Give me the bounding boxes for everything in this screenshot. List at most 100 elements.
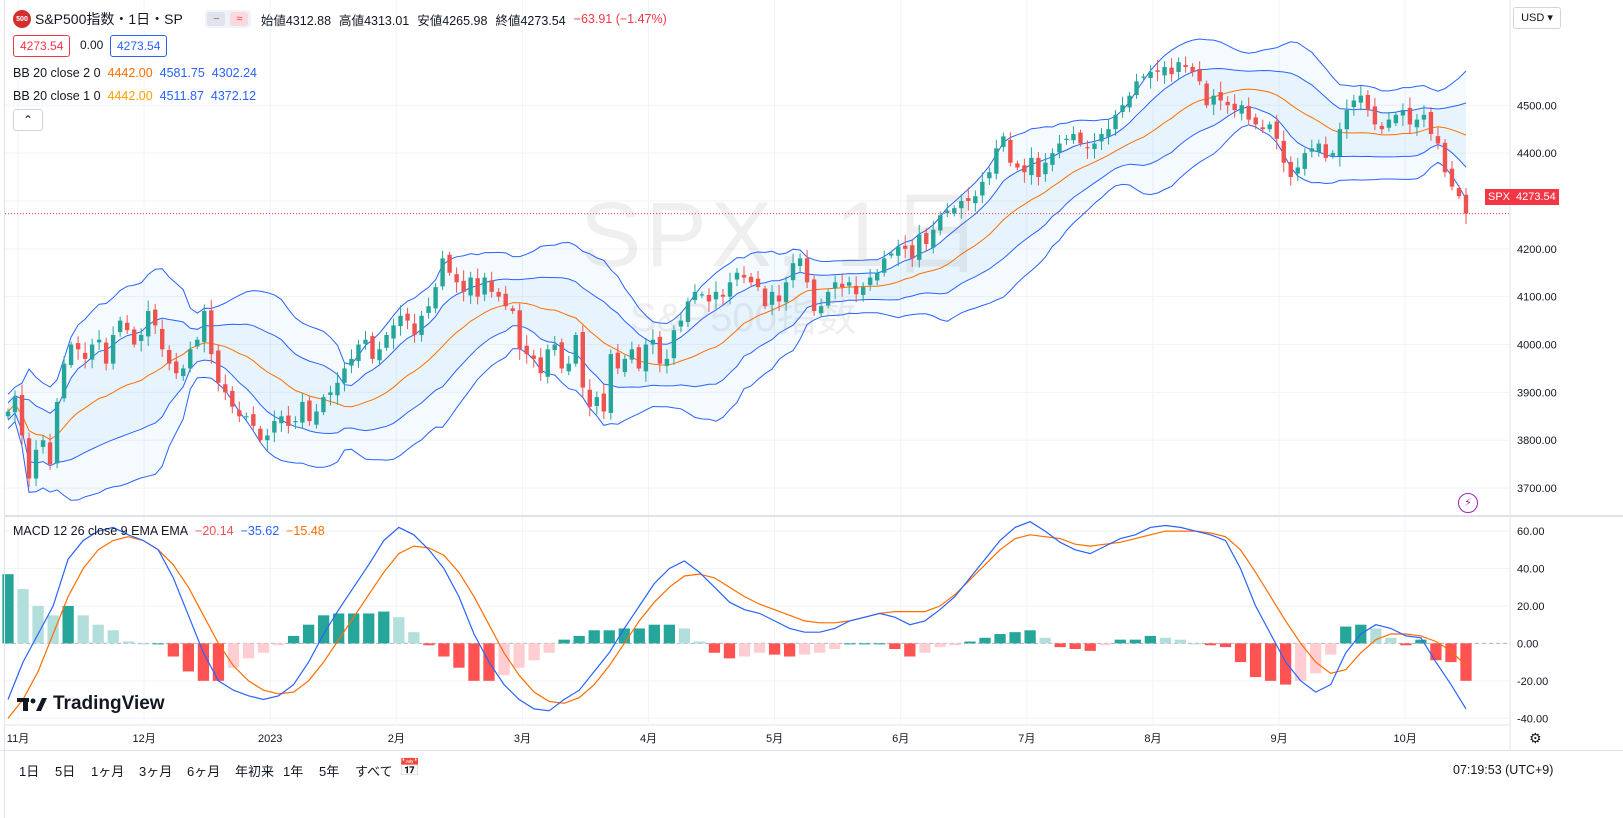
chart-style-toggle[interactable]: − ≈ xyxy=(204,10,251,28)
candle-body xyxy=(1015,163,1020,168)
candle-body xyxy=(874,272,880,281)
candle-body xyxy=(896,246,901,256)
bb-basis-line xyxy=(7,88,1467,441)
candle-body xyxy=(307,400,312,422)
date-range-icon[interactable]: 📅 xyxy=(399,758,421,777)
candle-body xyxy=(1057,143,1062,153)
macd-histogram-bar xyxy=(904,643,916,657)
macd-histogram-bar xyxy=(227,643,240,668)
candle-body xyxy=(251,414,256,426)
sell-price-button[interactable]: 4273.54 xyxy=(13,35,71,57)
candle-body xyxy=(545,349,550,377)
period-button[interactable]: 6ヶ月 xyxy=(187,764,221,779)
candle-body xyxy=(279,416,284,424)
candle-body xyxy=(846,282,852,286)
price-tick-label: 4400.00 xyxy=(1517,148,1557,160)
clock[interactable]: 07:19:53 (UTC+9) xyxy=(1453,763,1554,777)
macd-histogram-bar xyxy=(1039,637,1051,644)
candle-body xyxy=(321,397,326,413)
candle-body xyxy=(1302,153,1307,169)
candle-body xyxy=(131,329,137,345)
bb1-legend[interactable]: BB 20 close 1 0 4442.00 4511.87 4372.12 xyxy=(13,89,256,103)
macd-histogram-bar xyxy=(92,624,104,644)
ohlc-open: 始値4312.88 xyxy=(261,10,331,29)
macd-signal-value: −15.48 xyxy=(286,524,325,538)
candle-body xyxy=(622,358,628,373)
candle-body xyxy=(524,345,529,355)
bb2-legend[interactable]: BB 20 close 2 0 4442.00 4581.75 4302.24 xyxy=(13,66,257,80)
tradingview-logo[interactable]: TradingView xyxy=(17,693,165,715)
buy-price-button[interactable]: 4273.54 xyxy=(110,35,168,57)
price-tick-label: 3700.00 xyxy=(1517,483,1557,495)
candle-body xyxy=(503,293,508,307)
candle-body xyxy=(1260,127,1265,130)
candle-body xyxy=(244,416,249,418)
symbol-logo-icon[interactable]: 500 xyxy=(13,10,31,28)
candle-body xyxy=(12,397,18,413)
macd-histogram-bar xyxy=(32,605,44,644)
candle-body xyxy=(980,181,985,196)
candle-body xyxy=(496,291,501,297)
macd-histogram-bar xyxy=(1430,643,1442,661)
wave-icon[interactable]: ≈ xyxy=(230,12,249,26)
minus-icon[interactable]: − xyxy=(207,12,226,26)
macd-histogram-bar xyxy=(693,641,706,644)
period-button[interactable]: 年初来 xyxy=(235,764,275,779)
currency-selector[interactable]: USD ▾ xyxy=(1513,7,1561,29)
period-button[interactable]: 5年 xyxy=(319,764,340,779)
close-label: 終値 xyxy=(495,13,521,28)
macd-histogram-bar xyxy=(1310,643,1322,674)
candle-body xyxy=(903,245,908,249)
lightning-icon[interactable]: ⚡ xyxy=(1458,493,1478,513)
candle-body xyxy=(1106,129,1111,137)
bb2-upper-line xyxy=(7,38,1467,395)
candle-body xyxy=(195,339,200,347)
candle-body xyxy=(643,344,649,372)
watermark-symbol: SPX, 1日 xyxy=(580,184,987,286)
period-button[interactable]: 1ヶ月 xyxy=(91,764,125,779)
period-button[interactable]: 3ヶ月 xyxy=(139,764,173,779)
settings-icon[interactable]: ⚙ xyxy=(1529,730,1542,746)
candle-body xyxy=(531,355,536,359)
time-tick-label: 8月 xyxy=(1144,733,1161,745)
candle-body xyxy=(209,310,214,355)
macd-legend[interactable]: MACD 12 26 close 9 EMA EMA −20.14 −35.62… xyxy=(13,524,325,538)
macd-histogram-bar xyxy=(1054,643,1066,648)
candle-body xyxy=(1092,143,1097,150)
candle-body xyxy=(1253,117,1258,125)
candle-body xyxy=(370,336,375,359)
collapse-legend-button[interactable]: ⌃ xyxy=(13,109,43,131)
candle-body xyxy=(1001,136,1006,147)
period-button[interactable]: 5日 xyxy=(55,764,76,779)
candle-body xyxy=(629,349,635,360)
macd-histogram-bar xyxy=(62,605,74,644)
candle-body xyxy=(1204,83,1209,106)
macd-histogram-bar xyxy=(438,643,450,657)
period-button[interactable]: すべて xyxy=(355,764,393,779)
macd-histogram-bar xyxy=(1189,643,1202,645)
macd-signal-line xyxy=(7,530,1467,719)
candle-body xyxy=(1456,188,1462,197)
candle-body xyxy=(608,354,614,413)
candle-body xyxy=(1078,132,1083,144)
candle-body xyxy=(272,421,277,433)
symbol-title[interactable]: S&P500指数・1日・SP xyxy=(35,11,183,27)
candle-body xyxy=(1162,66,1167,76)
candle-body xyxy=(1400,110,1406,116)
spread-value: 0.00 xyxy=(80,38,104,52)
candle-body xyxy=(1113,114,1118,130)
period-button[interactable]: 1日 xyxy=(19,764,40,779)
candle-body xyxy=(54,401,60,464)
bb2-upper: 4581.75 xyxy=(159,66,205,80)
macd-histogram-bar xyxy=(333,613,345,644)
macd-histogram-bar xyxy=(1009,632,1021,644)
macd-histogram-bar xyxy=(272,643,285,646)
candle-body xyxy=(328,392,333,396)
candle-body xyxy=(82,352,88,359)
candle-body xyxy=(19,395,25,436)
macd-histogram-bar xyxy=(1325,643,1337,655)
candle-body xyxy=(924,233,929,245)
period-button[interactable]: 1年 xyxy=(283,764,304,779)
macd-histogram-bar xyxy=(212,643,225,681)
